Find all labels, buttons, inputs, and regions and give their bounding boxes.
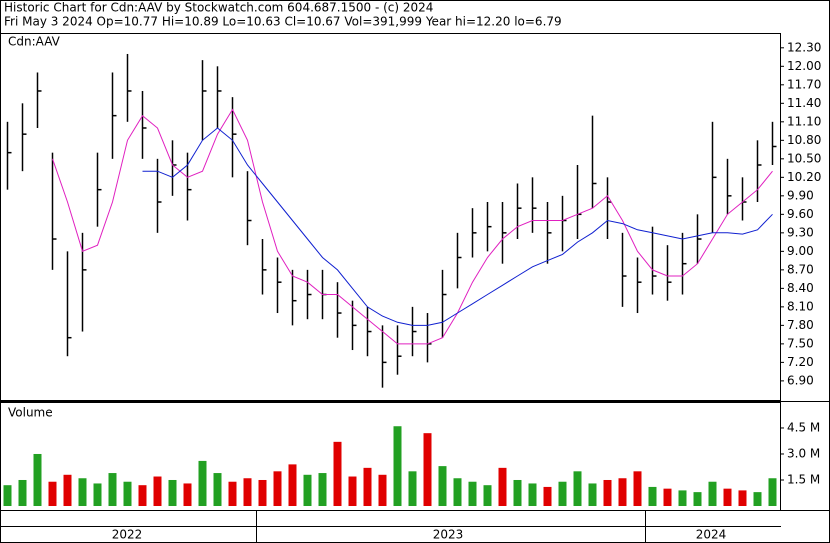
volume-bar — [108, 473, 117, 506]
y-tick-label: 8.40 — [787, 281, 814, 295]
volume-bar — [738, 490, 747, 506]
x-label: 2023 — [433, 528, 464, 542]
volume-bar — [168, 479, 177, 506]
volume-bar — [393, 426, 402, 506]
y-tick-label: 8.10 — [787, 299, 814, 313]
y2-tick-label: 3.0 M — [787, 446, 820, 460]
y-tick-label: 9.60 — [787, 207, 814, 221]
volume-bar — [3, 485, 12, 506]
volume-bar — [183, 483, 192, 506]
volume-bar — [258, 479, 267, 506]
volume-bar — [138, 485, 147, 506]
volume-bar — [498, 467, 507, 506]
volume-bar — [333, 441, 342, 506]
volume-bar — [18, 479, 27, 506]
volume-bar — [33, 453, 42, 506]
volume-bar — [693, 492, 702, 506]
volume-bar — [603, 479, 612, 506]
volume-bar — [363, 467, 372, 506]
volume-bar — [513, 479, 522, 506]
moving-average — [142, 127, 773, 326]
volume-bar — [63, 474, 72, 506]
volume-bar — [78, 478, 87, 506]
volume-bar — [723, 488, 732, 506]
volume-bar — [528, 483, 537, 506]
y-tick-label: 7.20 — [787, 355, 814, 369]
y-tick-label: 11.70 — [787, 77, 821, 91]
volume-bar — [288, 464, 297, 506]
volume-bar — [468, 481, 477, 506]
y-tick-label: 11.40 — [787, 96, 821, 110]
volume-bar — [423, 433, 432, 506]
volume-bar — [438, 466, 447, 506]
y-tick-label: 8.70 — [787, 262, 814, 276]
y-tick-label: 11.10 — [787, 114, 821, 128]
y2-tick-label: 4.5 M — [787, 420, 820, 434]
volume-bar — [198, 460, 207, 506]
volume-bar — [678, 490, 687, 506]
moving-average — [52, 108, 773, 345]
volume-bar — [273, 471, 282, 506]
volume-bar — [93, 483, 102, 506]
chart-subtitle: Fri May 3 2024 Op=10.77 Hi=10.89 Lo=10.6… — [4, 15, 562, 29]
y-tick-label: 10.50 — [787, 151, 821, 165]
volume-bar — [453, 478, 462, 506]
volume-bar — [213, 473, 222, 506]
x-label: 2022 — [112, 528, 143, 542]
volume-bar — [633, 471, 642, 506]
volume-bar — [408, 471, 417, 506]
volume-bar — [768, 478, 777, 506]
volume-bar — [708, 481, 717, 506]
volume-bar — [543, 486, 552, 506]
volume-bar — [753, 492, 762, 506]
chart-title: Historic Chart for Cdn:AAV by Stockwatch… — [4, 1, 433, 15]
volume-bar — [123, 481, 132, 506]
y-tick-label: 9.00 — [787, 244, 814, 258]
volume-bar — [588, 483, 597, 506]
y-tick-label: 9.90 — [787, 188, 814, 202]
price-panel — [0, 33, 781, 401]
y-tick-label: 7.50 — [787, 336, 814, 350]
volume-bar — [618, 478, 627, 506]
volume-bar — [318, 473, 327, 506]
volume-bar — [558, 481, 567, 506]
volume-label: Volume — [8, 406, 53, 420]
y-tick-label: 10.80 — [787, 133, 821, 147]
x-label: 2024 — [696, 528, 727, 542]
y-tick-label: 7.80 — [787, 318, 814, 332]
y-tick-label: 6.90 — [787, 373, 814, 387]
y-tick-label: 12.00 — [787, 59, 821, 73]
volume-bar — [483, 485, 492, 506]
y2-tick-label: 1.5 M — [787, 472, 820, 486]
volume-bar — [573, 471, 582, 506]
y-tick-label: 9.30 — [787, 225, 814, 239]
volume-bar — [663, 488, 672, 506]
y-tick-label: 10.20 — [787, 170, 821, 184]
volume-bar — [378, 474, 387, 506]
symbol-label: Cdn:AAV — [8, 35, 61, 49]
y-tick-label: 12.30 — [787, 40, 821, 54]
volume-bar — [48, 481, 57, 506]
volume-bar — [243, 478, 252, 506]
volume-bar — [303, 474, 312, 506]
volume-bar — [153, 476, 162, 506]
volume-bar — [648, 486, 657, 506]
volume-bar — [348, 476, 357, 506]
volume-bar — [228, 481, 237, 506]
